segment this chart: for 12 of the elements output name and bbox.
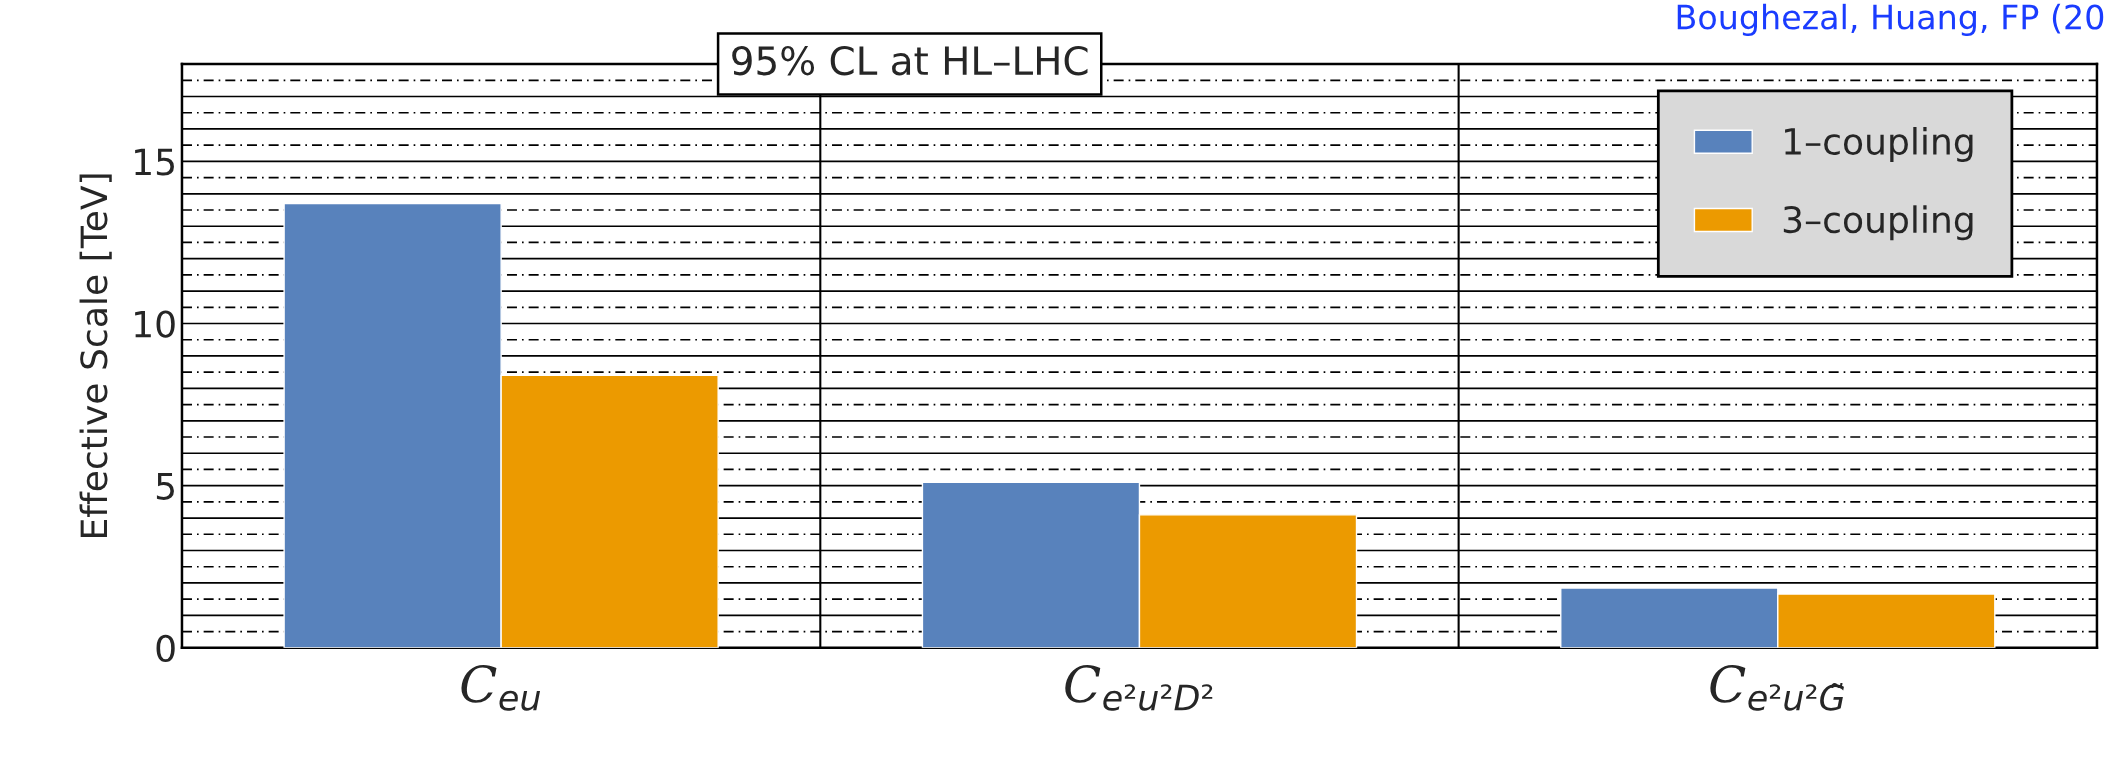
text: Boughezal, Huang, FP (20	[1677, 3, 2104, 37]
y-tick-label: 0	[156, 634, 175, 663]
y-tick-label: 10	[135, 310, 175, 338]
y-tick-label: 5	[156, 473, 174, 500]
x-tick-label: C$_{eu}$	[461, 664, 541, 711]
annotation: 95% CL at HL–LHC	[732, 45, 1088, 76]
legend-label: 3–coupling	[1783, 205, 1973, 241]
x-tick-label: C$_{e²u²D²}$	[1065, 664, 1213, 711]
y-axis-title: Effective Scale [TeV]	[79, 174, 112, 538]
y-tick-label: 15	[135, 148, 174, 176]
legend-label: 1–coupling	[1785, 127, 1973, 162]
x-tick-label: C$_{e²u²G̃}$	[1710, 664, 1844, 711]
